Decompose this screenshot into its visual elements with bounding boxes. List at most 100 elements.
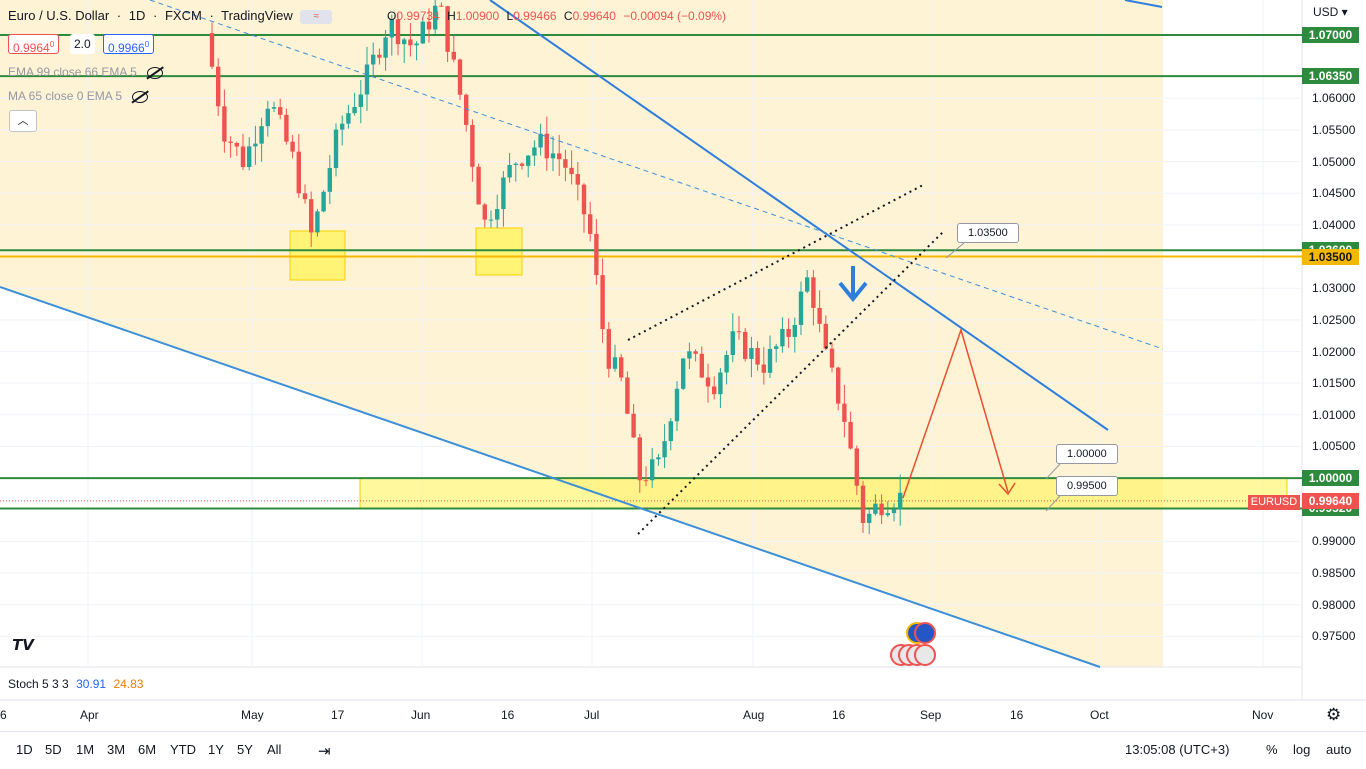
time-tick: 6 <box>0 708 7 722</box>
symbol-legend[interactable]: Euro / U.S. Dollar · 1D · FXCM · Trading… <box>8 8 336 24</box>
indicator-ema[interactable]: EMA 99 close 66 EMA 5 <box>8 65 163 79</box>
candle-body <box>879 503 884 516</box>
dashed-trend-line <box>149 0 1164 350</box>
candle-body <box>631 413 636 438</box>
time-tick: May <box>241 708 264 722</box>
price-tick: 1.05000 <box>1312 154 1356 169</box>
price-tick: 1.01500 <box>1312 376 1356 391</box>
channel-top-dotted <box>627 183 926 341</box>
spread-value: 2.0 <box>70 34 95 54</box>
candle-body <box>278 107 283 115</box>
indicator-ma[interactable]: MA 65 close 0 EMA 5 <box>8 89 149 103</box>
time-tick: Jun <box>411 708 431 722</box>
candle-body <box>259 126 264 144</box>
candle-body <box>693 351 698 354</box>
price-tick: 1.00500 <box>1312 439 1356 454</box>
collapse-legend-button[interactable]: ︿ <box>9 110 37 132</box>
range-button-1y[interactable]: 1Y <box>208 742 224 757</box>
tradingview-logo-icon[interactable]: 𝙏𝙑 <box>8 633 38 659</box>
percent-scale-toggle[interactable]: % <box>1266 742 1278 757</box>
log-scale-toggle[interactable]: log <box>1293 742 1311 757</box>
auto-scale-toggle[interactable]: auto <box>1326 742 1352 757</box>
price-tick: 1.03000 <box>1312 281 1356 296</box>
range-button-3m[interactable]: 3M <box>107 742 126 757</box>
candle-body <box>389 19 394 38</box>
stoch-legend[interactable]: Stoch 5 3 3 30.91 24.83 <box>8 677 144 691</box>
candle-body <box>681 358 686 389</box>
time-tick: 17 <box>331 708 345 722</box>
candle-body <box>482 204 487 220</box>
candle-body <box>891 509 897 514</box>
candle-body <box>619 357 624 378</box>
price-tick: 0.99000 <box>1312 534 1356 549</box>
stoch-d: 24.83 <box>113 677 144 691</box>
clock-timezone[interactable]: 13:05:08 (UTC+3) <box>1125 742 1230 757</box>
candle-body <box>284 114 289 142</box>
current-price-tag: 0.99640 <box>1302 492 1359 509</box>
candle-body <box>724 354 729 373</box>
sell-button[interactable]: 0.99640 <box>8 34 60 55</box>
candle-body <box>346 113 351 124</box>
candle-body <box>340 123 345 130</box>
range-button-1m[interactable]: 1M <box>76 742 95 757</box>
candle-body <box>606 329 611 369</box>
candle-body <box>805 277 810 292</box>
candle-body <box>408 39 413 46</box>
candle-body <box>451 51 456 60</box>
candle-body <box>513 163 518 165</box>
candle-body <box>358 94 363 107</box>
candle-body <box>526 155 531 166</box>
hidden-eye-icon[interactable] <box>146 66 163 79</box>
price-level-tag: 1.00000 <box>1302 470 1359 487</box>
candle-body <box>836 367 841 404</box>
range-button-5y[interactable]: 5Y <box>237 742 253 757</box>
candle-body <box>817 307 822 324</box>
candle-body <box>538 133 543 148</box>
candle-body <box>749 348 754 359</box>
candle-body <box>575 174 580 185</box>
candle-body <box>612 357 618 369</box>
hidden-eye-icon[interactable] <box>132 90 149 103</box>
price-callout[interactable]: 0.99500 <box>1056 476 1118 496</box>
ohlc-o-label: O <box>387 9 397 23</box>
bottom-toolbar: 1D 5D 1M 3M 6M YTD 1Y 5Y All ⇥ 13:05:08 (UTC+3) … <box>0 731 1366 769</box>
candle-body <box>600 275 605 330</box>
range-button-1d[interactable]: 1D <box>16 742 33 757</box>
candle-body <box>798 291 804 325</box>
compare-icon[interactable]: ≈ <box>300 9 333 24</box>
buy-button[interactable]: 0.99660 <box>103 34 155 55</box>
ohlc-close: 0.99640 <box>572 9 616 23</box>
settings-gear-icon[interactable]: ⚙ <box>1326 705 1342 724</box>
candle-body <box>439 5 444 7</box>
lower-channel-line <box>0 286 1101 668</box>
candle-body <box>420 21 425 44</box>
candle-body <box>247 146 252 168</box>
range-button-5d[interactable]: 5D <box>45 742 62 757</box>
candle-body <box>532 147 537 156</box>
candle-body <box>371 54 376 65</box>
price-level-tag: 1.07000 <box>1302 27 1359 43</box>
candle-body <box>383 37 388 58</box>
economic-events-icon[interactable] <box>890 622 940 666</box>
price-callout[interactable]: 1.00000 <box>1056 444 1118 464</box>
chart-canvas[interactable] <box>0 0 1366 731</box>
range-button-ytd[interactable]: YTD <box>170 742 196 757</box>
candle-body <box>761 364 766 373</box>
candle-body <box>234 142 239 147</box>
candle-body <box>414 43 419 46</box>
candle-body <box>433 5 438 30</box>
time-tick: 16 <box>832 708 846 722</box>
price-callout[interactable]: 1.03500 <box>957 223 1019 243</box>
interval: 1D <box>128 8 146 23</box>
candle-body <box>476 166 481 205</box>
date-range-calendar-icon[interactable]: ⇥ <box>318 743 331 760</box>
range-button-all[interactable]: All <box>267 742 282 757</box>
candle-body <box>544 133 549 159</box>
range-button-6m[interactable]: 6M <box>138 742 157 757</box>
candle-body <box>848 421 853 449</box>
exchange: FXCM <box>164 8 202 23</box>
candle-body <box>898 492 903 510</box>
price-tick: 1.04000 <box>1312 217 1356 232</box>
currency-selector[interactable]: USD ▾ <box>1313 5 1348 19</box>
candle-body <box>209 33 215 67</box>
